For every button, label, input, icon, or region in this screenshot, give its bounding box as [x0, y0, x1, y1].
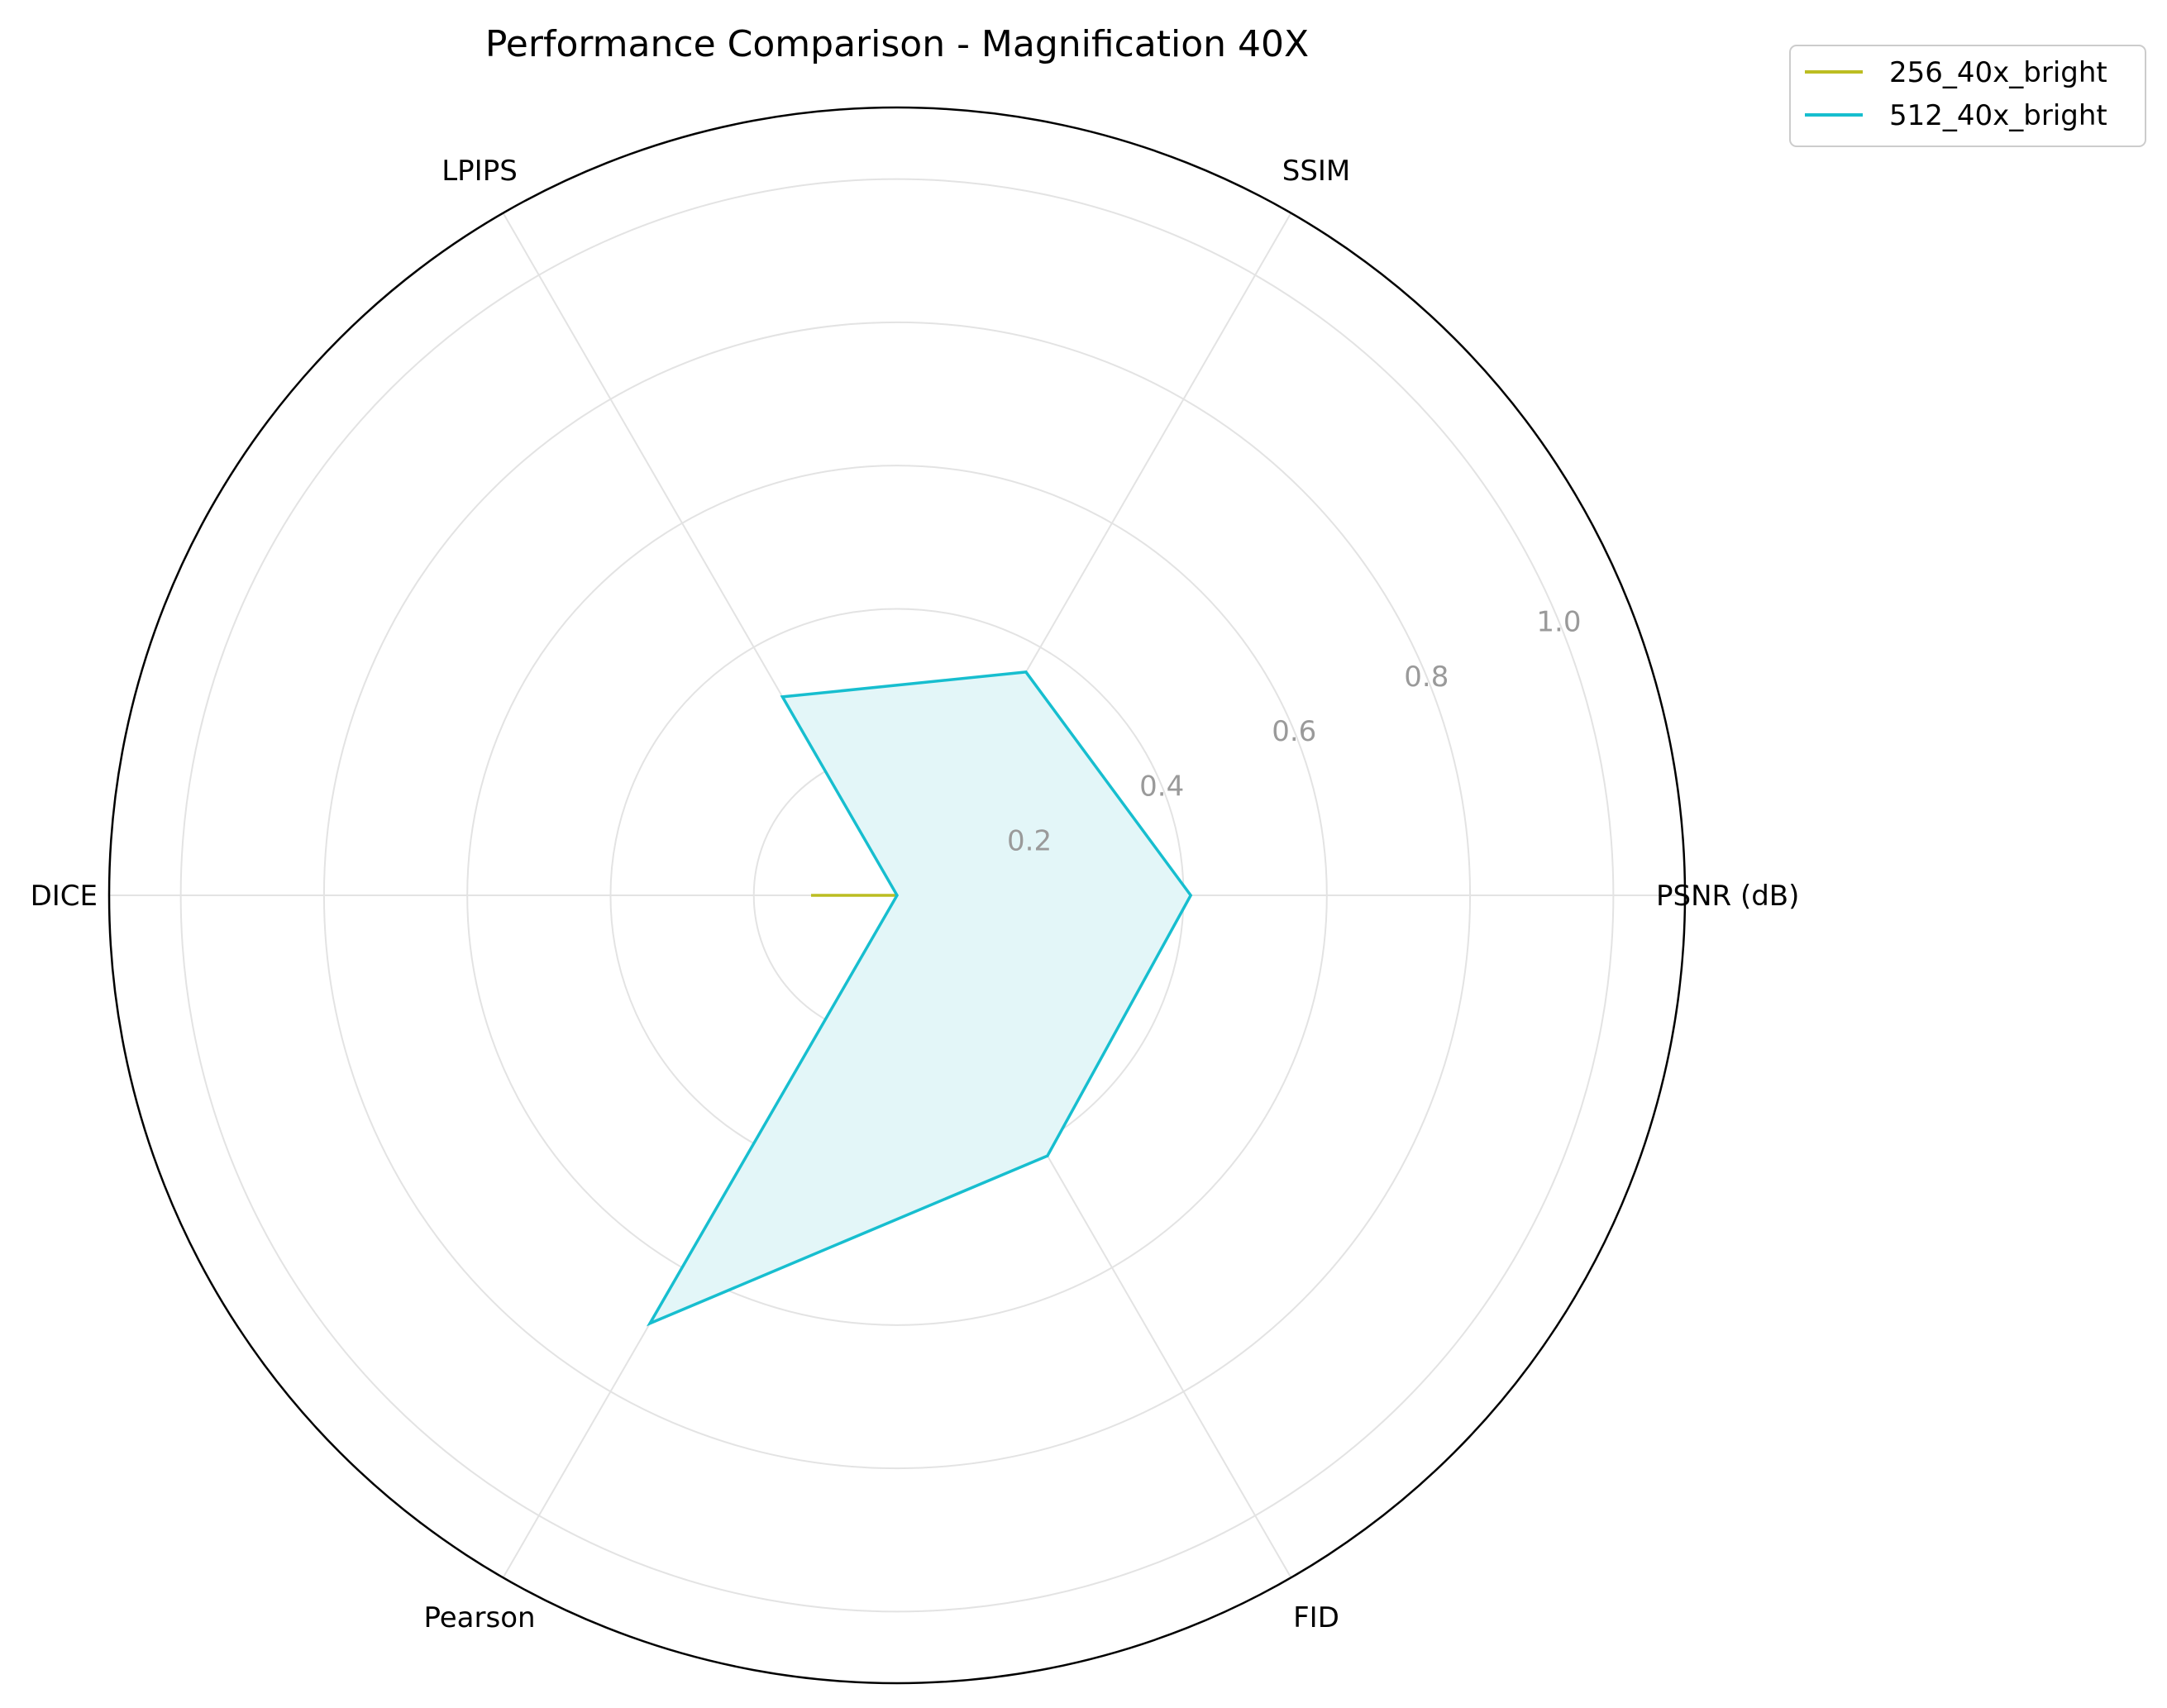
axis-label-ssim: SSIM [1282, 155, 1351, 188]
axis-label-pearson: Pearson [423, 1601, 535, 1634]
legend-item-512-40x-bright: 512_40x_bright [1805, 99, 2107, 132]
polar-frame [107, 106, 1687, 1685]
r-tick-label: 1.0 [1536, 605, 1581, 638]
r-tick-label: 0.8 [1404, 661, 1449, 694]
legend-label: 256_40x_bright [1889, 56, 2107, 89]
r-tick-label: 0.4 [1139, 770, 1184, 803]
axis-label-dice: DICE [31, 880, 98, 913]
radial-tick-labels: 0.2 0.4 0.6 0.8 1.0 [1007, 605, 1581, 857]
legend-item-256-40x-bright: 256_40x_bright [1805, 56, 2107, 89]
legend: 256_40x_bright 512_40x_bright [1789, 45, 2146, 147]
series-fill-512-40x-bright [650, 671, 1191, 1324]
axis-label-lpips: LPIPS [442, 155, 518, 188]
axis-label-fid: FID [1293, 1601, 1339, 1634]
r-tick-label: 0.6 [1272, 715, 1316, 748]
legend-label: 512_40x_bright [1889, 99, 2107, 132]
legend-frame [1789, 45, 2146, 147]
axis-label-psnr-db: PSNR (dB) [1656, 880, 1799, 913]
axis-labels: PSNR (dB) SSIM LPIPS DICE Pearson FID [31, 155, 1800, 1634]
radar-series [646, 670, 1193, 1327]
chart-title: Performance Comparison - Magnification 4… [485, 23, 1309, 65]
r-tick-label: 0.2 [1007, 825, 1052, 858]
series-512-40x-bright [646, 670, 1193, 1327]
